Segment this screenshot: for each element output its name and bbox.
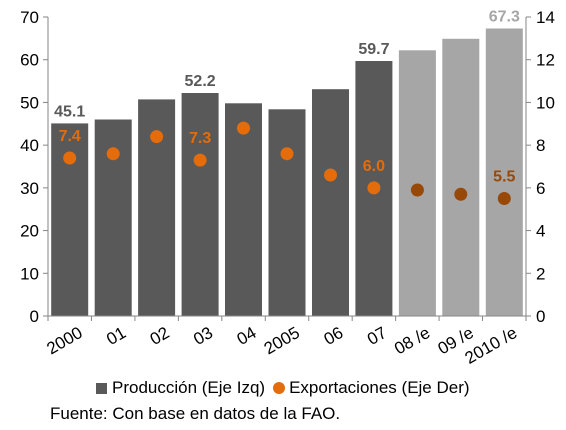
- export-dot-5: [280, 147, 294, 161]
- export-data-label-3: 7.3: [189, 130, 211, 147]
- x-tick-label-6: 06: [321, 323, 347, 349]
- y-right-tick-label-7: 14: [536, 8, 555, 27]
- legend-item-exports: Exportaciones (Eje Der): [273, 378, 470, 398]
- export-dot-3: [193, 153, 207, 167]
- x-tick-label-5: 2005: [261, 323, 303, 358]
- y-left-tick-label-7: 70: [20, 8, 39, 27]
- legend-label-production: Producción (Eje Izq): [112, 378, 266, 397]
- bar-data-label-10: 67.3: [489, 9, 520, 26]
- export-dot-8: [410, 183, 424, 197]
- y-left-tick-label-3: 30: [20, 179, 39, 198]
- bar-6: [312, 89, 349, 316]
- export-data-label-10: 5.5: [493, 169, 515, 186]
- export-dot-9: [454, 187, 468, 201]
- y-right-tick-label-4: 8: [536, 136, 545, 155]
- export-dot-10: [497, 192, 511, 205]
- x-tick-label-3: 03: [190, 323, 216, 349]
- y-right-tick-label-0: 0: [536, 307, 545, 326]
- x-tick-label-2: 02: [147, 323, 173, 349]
- bar-5: [268, 109, 306, 316]
- export-dot-7: [367, 181, 381, 195]
- y-left-tick-label-0: 0: [30, 307, 39, 326]
- bar-8: [398, 50, 436, 317]
- y-right-tick-label-6: 12: [536, 51, 555, 70]
- legend-item-production: Producción (Eje Izq): [96, 378, 265, 398]
- source-note: Fuente: Con base en datos de la FAO.: [50, 404, 341, 423]
- export-dot-0: [63, 151, 77, 165]
- export-data-label-0: 7.4: [59, 128, 81, 145]
- y-left-tick-label-2: 20: [20, 222, 39, 241]
- y-right-tick-label-5: 10: [536, 93, 555, 112]
- x-tick-label-4: 04: [234, 323, 260, 349]
- export-dot-6: [324, 168, 337, 182]
- x-tick-label-8: 08 /e: [391, 323, 433, 358]
- x-tick-label-1: 01: [103, 323, 129, 349]
- bar-10: [485, 28, 523, 316]
- y-left-tick-label-1: 10: [20, 264, 39, 283]
- bar-data-label-0: 45.1: [54, 103, 85, 120]
- legend-swatch-exports: [273, 382, 286, 394]
- export-dot-1: [106, 147, 120, 161]
- y-left-tick-label-5: 50: [20, 93, 39, 112]
- y-right-tick-label-3: 6: [536, 179, 545, 198]
- x-tick-label-7: 07: [364, 323, 390, 349]
- bar-3: [181, 93, 219, 316]
- bar-data-label-7: 59.7: [358, 41, 389, 58]
- y-left-tick-label-4: 40: [20, 136, 39, 155]
- y-left-tick-label-6: 60: [20, 51, 39, 70]
- bars-group: [51, 28, 523, 317]
- y-right-tick-label-2: 4: [536, 222, 545, 241]
- data-labels-group: 45.1 52.2 59.7 67.3 7.4 7.3 6.0 5.5: [54, 9, 520, 186]
- x-tick-label-0: 2000: [43, 323, 85, 358]
- legend-swatch-production: [96, 382, 107, 394]
- export-dot-2: [150, 130, 164, 144]
- bar-4: [225, 103, 262, 316]
- dots-group: [63, 121, 511, 205]
- y-right-tick-label-1: 2: [536, 264, 545, 283]
- export-dot-4: [237, 121, 250, 135]
- bar-9: [442, 38, 480, 317]
- export-data-label-7: 6.0: [363, 158, 385, 175]
- legend: Producción (Eje Izq) Exportaciones (Eje …: [96, 378, 478, 398]
- bar-data-label-3: 52.2: [185, 73, 216, 90]
- legend-label-exports: Exportaciones (Eje Der): [289, 378, 470, 397]
